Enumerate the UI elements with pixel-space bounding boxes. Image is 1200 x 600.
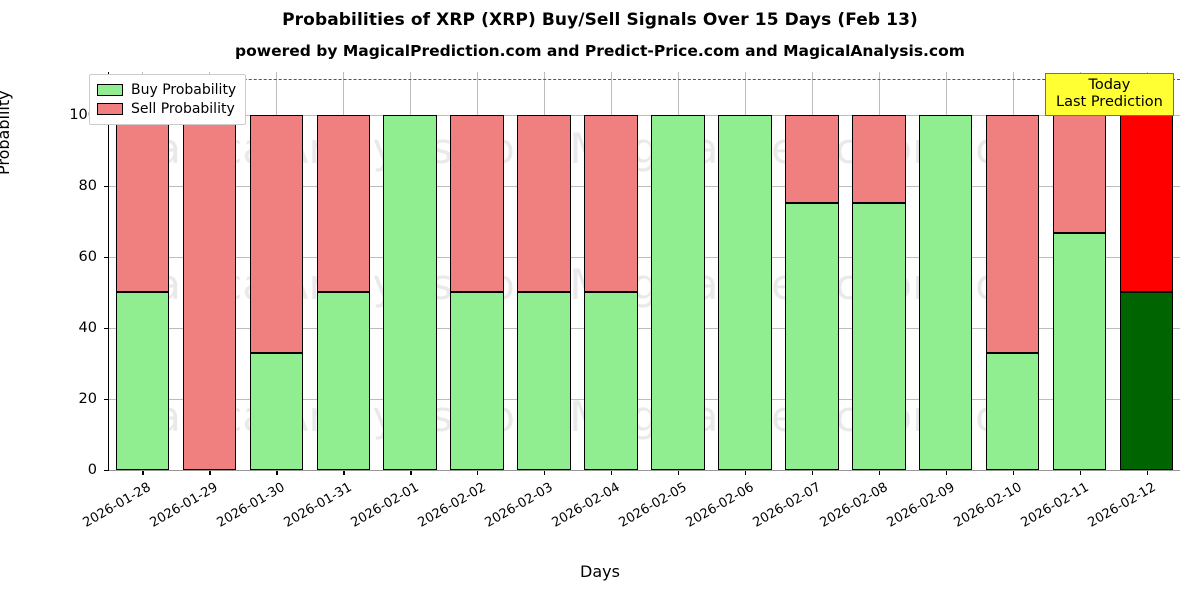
bar-group[interactable] [852,72,906,470]
legend-item-buy: Buy Probability [97,80,236,99]
bar-segment-buy[interactable] [852,203,906,470]
bar-segment-buy[interactable] [249,352,304,470]
y-gridline [109,327,1180,329]
bar-segment-sell[interactable] [450,114,504,293]
x-tick-mark [1079,470,1081,475]
y-tick-label: 0 [87,462,97,478]
bar-segment-buy[interactable] [383,114,437,470]
y-axis-label: Probability [0,90,13,175]
x-tick-mark [1146,470,1148,475]
page-title: Probabilities of XRP (XRP) Buy/Sell Sign… [282,10,918,30]
bar-group[interactable] [1119,72,1174,470]
chart-subtitle: powered by MagicalPrediction.com and Pre… [235,42,965,60]
y-tick-mark [104,470,109,472]
bar-segment-buy[interactable] [1119,292,1174,470]
today-annotation: Today Last Prediction [1045,73,1174,117]
bar-segment-buy[interactable] [785,203,839,470]
bar-segment-sell[interactable] [517,114,571,293]
y-tick-mark [104,327,109,330]
x-tick-mark [544,470,546,475]
x-tick-mark [611,470,613,475]
y-gridline [109,185,1180,187]
y-gridline [109,398,1180,400]
y-tick-label: 40 [78,319,97,336]
x-tick-mark [209,470,211,475]
x-tick-mark [410,470,412,475]
x-axis-label: Days [580,562,620,581]
bar-segment-sell[interactable] [852,114,906,204]
bar-segment-buy[interactable] [115,292,170,470]
bar-segment-sell[interactable] [115,114,170,293]
bar-group[interactable] [450,72,504,470]
y-tick-mark [104,185,109,187]
bar-group[interactable] [1052,72,1107,470]
bar-segment-sell[interactable] [985,114,1040,353]
bar-segment-sell[interactable] [249,114,304,353]
bar-group[interactable] [115,72,170,470]
bar-group[interactable] [383,72,437,470]
bar-segment-buy[interactable] [450,292,504,470]
bar-group[interactable] [316,72,371,470]
bar-segment-buy[interactable] [718,114,772,470]
bar-group[interactable] [517,72,571,470]
bar-group[interactable] [249,72,304,470]
x-tick-mark [477,470,479,475]
legend-swatch-buy [97,83,123,96]
bar-segment-buy[interactable] [316,292,371,470]
x-tick-mark [343,470,345,475]
y-tick-mark [104,398,109,401]
bar-group[interactable] [918,72,973,470]
bar-segment-buy[interactable] [651,114,705,470]
bar-group[interactable] [785,72,839,470]
bar-group[interactable] [651,72,705,470]
bar-segment-buy[interactable] [918,114,973,470]
x-tick-mark [878,470,881,475]
bar-segment-sell[interactable] [316,114,371,293]
bar-segment-sell[interactable] [182,114,237,470]
bar-segment-buy[interactable] [1052,232,1107,470]
legend-item-sell: Sell Probability [97,99,236,118]
legend-swatch-sell [97,102,123,115]
x-tick-mark [142,470,144,475]
y-tick-label: 20 [78,390,97,407]
legend-label-sell: Sell Probability [131,100,235,117]
bar-segment-sell[interactable] [1119,114,1174,293]
y-gridline [109,470,1180,471]
bar-segment-sell[interactable] [1052,114,1107,233]
bar-group[interactable] [584,72,638,470]
today-annotation-line2: Last Prediction [1056,94,1163,111]
legend-label-buy: Buy Probability [131,81,237,98]
bar-group[interactable] [718,72,772,470]
bar-segment-buy[interactable] [985,352,1040,470]
today-annotation-line1: Today [1088,77,1131,93]
chart-legend: Buy Probability Sell Probability [89,74,247,125]
x-tick-mark [945,470,948,475]
bar-group[interactable] [985,72,1040,470]
y-tick-mark [104,256,109,259]
bar-group[interactable] [182,72,237,470]
plot-area: MagicalAnalysis.com MagicalPrediction.co… [69,72,1180,531]
bar-segment-buy[interactable] [584,292,638,470]
x-tick-mark [677,470,680,475]
y-gridline [109,256,1180,258]
x-tick-mark [811,470,814,475]
x-tick-mark [1012,470,1014,475]
y-tick-label: 80 [78,177,97,194]
reference-dashed-line [109,79,1180,81]
y-gridline [109,114,1180,116]
bar-segment-sell[interactable] [785,114,839,204]
x-tick-mark [276,470,278,475]
bars-layer [109,72,1180,470]
y-tick-label: 60 [78,248,97,265]
bar-segment-sell[interactable] [584,114,638,293]
bar-segment-buy[interactable] [517,292,571,470]
x-tick-mark [744,470,747,475]
